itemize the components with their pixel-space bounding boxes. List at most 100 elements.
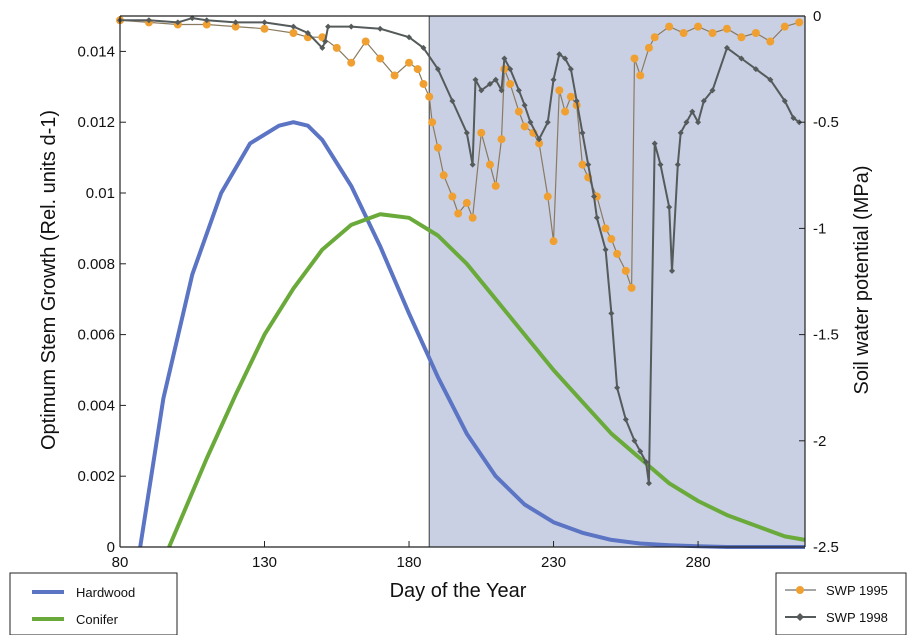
swp-1998-point: [189, 15, 196, 22]
swp-1995-point: [694, 22, 703, 31]
swp-1995-point: [535, 139, 544, 148]
right-y-tick-label: 0: [813, 8, 821, 25]
swp-1998-point: [515, 87, 522, 94]
swp-1995-point: [561, 107, 570, 116]
right-y-tick-label: -2.5: [813, 539, 839, 556]
swp-1995-point: [491, 181, 500, 190]
swp-1998-point: [709, 87, 716, 94]
swp-1995-point: [376, 54, 385, 63]
left-y-tick-label: 0.01: [86, 185, 115, 202]
legend-left-box: [9, 572, 178, 635]
swp-1998-point: [723, 44, 730, 51]
left-y-tick-label: 0.014: [77, 43, 115, 60]
right-y-tick-label: -1: [813, 220, 826, 237]
swp-1998-point: [556, 51, 563, 58]
swp-1998-point: [536, 136, 543, 143]
swp-1998-point: [585, 161, 592, 168]
swp-1998-point: [486, 80, 493, 87]
swp-1995-point: [405, 58, 414, 67]
left-y-tick-label: 0.012: [77, 114, 115, 131]
legend-left: Hardwood Conifer: [9, 572, 178, 635]
left-y-tick-label: 0.004: [77, 397, 115, 414]
swp-1998-point: [562, 55, 569, 62]
swp-1998-point: [469, 161, 476, 168]
legend-right: SWP 1995 SWP 1998: [775, 572, 907, 635]
swp-1998-point: [669, 267, 676, 274]
swp-1998-point: [567, 66, 574, 73]
swp-1998-point: [261, 19, 268, 26]
swp-1995-point: [485, 160, 494, 169]
legend-conifer-label: Conifer: [76, 612, 119, 627]
swp-1995-point: [566, 92, 575, 101]
swp-1998-point: [631, 437, 638, 444]
swp-1998-point: [325, 23, 332, 30]
series-layer: [116, 15, 806, 549]
swp-1995-point: [543, 192, 552, 201]
conifer-line: [167, 212, 806, 548]
left-y-tick-label: 0.002: [77, 468, 115, 485]
swp-1995-point: [650, 33, 659, 42]
swp-1998-point: [593, 214, 600, 221]
swp-1995-point: [361, 37, 370, 46]
swp-1995-point: [448, 192, 457, 201]
swp-1998-point: [790, 114, 797, 121]
swp-1998-point: [614, 384, 621, 391]
swp-1995-point: [665, 22, 674, 31]
axes-layer: 80 130 180 230 280 0 0.002 0.004 0.006 0.008 0.01 0…: [77, 8, 838, 571]
swp-1995-point: [318, 33, 327, 42]
swp-1995-point: [514, 107, 523, 116]
plot-background: [428, 16, 805, 547]
x-tick-label: 280: [686, 554, 711, 571]
swp-1995-point: [722, 24, 731, 33]
swp-1998-point: [591, 193, 598, 200]
x-tick-label: 180: [397, 554, 422, 571]
legend-swp1995-label: SWP 1995: [826, 583, 888, 598]
right-y-tick-label: -2: [813, 433, 826, 450]
swp-1995-point: [679, 28, 688, 37]
swp-1995-point: [289, 28, 298, 37]
swp-1995-point: [795, 18, 804, 27]
swp-1995-point: [578, 160, 587, 169]
swp-1998-point: [544, 119, 551, 126]
swp-1998-point: [449, 97, 456, 104]
swp-1998-point: [651, 140, 658, 147]
x-axis-title: Day of the Year: [390, 580, 527, 602]
swp-1995-point: [202, 20, 211, 29]
swp-1995-point: [780, 22, 789, 31]
swp-1998-point: [420, 44, 427, 51]
swp-1998-point: [579, 129, 586, 136]
swp-1995-point: [332, 43, 341, 52]
swp-1995-point: [462, 198, 471, 207]
swp-1995-point: [549, 237, 558, 246]
swp-1998-point: [319, 44, 326, 51]
right-y-tick-label: -0.5: [813, 114, 839, 131]
swp-1998-point: [174, 19, 181, 26]
swp-1995-point: [601, 224, 610, 233]
swp-1998-point: [507, 66, 514, 73]
left-y-axis-title: Optimum Stem Growth (Rel. units d-1): [38, 110, 60, 450]
shaded-region: [429, 16, 805, 547]
swp-1998-point: [434, 66, 441, 73]
right-y-tick-label: -1.5: [813, 327, 839, 344]
swp-1998-point: [501, 55, 508, 62]
swp-1995-point: [454, 209, 463, 218]
swp-1998-point: [700, 97, 707, 104]
swp-1998-point: [145, 17, 152, 24]
right-y-axis-title: Soil water potential (MPa): [851, 166, 873, 395]
swp-1995-point: [520, 122, 529, 131]
swp-1998-point: [573, 97, 580, 104]
swp-1998-point: [666, 204, 673, 211]
swp-1998-point: [608, 310, 615, 317]
swp-1998-point: [492, 76, 499, 83]
swp-1995-point: [433, 143, 442, 152]
swp-1998-point: [527, 119, 534, 126]
swp-1995-point: [506, 79, 515, 88]
legend-hardwood-label: Hardwood: [76, 585, 135, 600]
swp-1995-point: [468, 213, 477, 222]
swp-1995-point: [737, 33, 746, 42]
swp-1995-point: [766, 37, 775, 46]
swp-1998-point: [550, 76, 557, 83]
swp-1998-point: [304, 29, 311, 36]
swp-1998-point: [322, 38, 329, 45]
swp-1995-point: [497, 135, 506, 144]
